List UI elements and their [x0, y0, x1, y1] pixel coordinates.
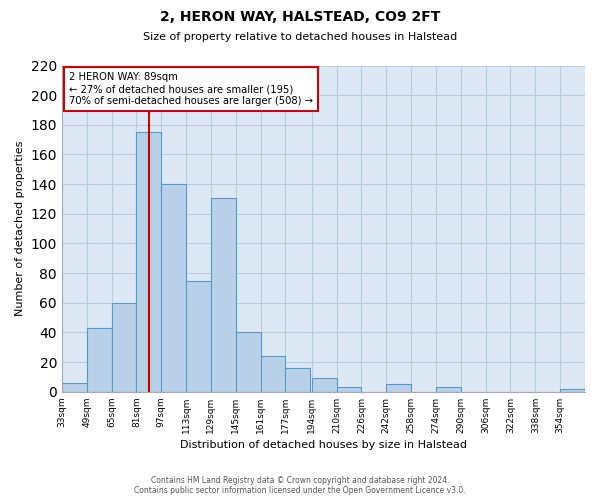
Bar: [337, 388, 361, 392]
Bar: [260, 356, 286, 392]
Text: Size of property relative to detached houses in Halstead: Size of property relative to detached ho…: [143, 32, 457, 42]
Bar: [286, 368, 310, 392]
X-axis label: Distribution of detached houses by size in Halstead: Distribution of detached houses by size …: [180, 440, 467, 450]
Bar: [136, 132, 161, 392]
Bar: [211, 198, 236, 392]
Bar: [62, 383, 87, 392]
Bar: [87, 328, 112, 392]
Bar: [186, 280, 211, 392]
Bar: [161, 184, 186, 392]
Y-axis label: Number of detached properties: Number of detached properties: [15, 141, 25, 316]
Text: Contains HM Land Registry data © Crown copyright and database right 2024.
Contai: Contains HM Land Registry data © Crown c…: [134, 476, 466, 495]
Bar: [112, 303, 136, 392]
Text: 2, HERON WAY, HALSTEAD, CO9 2FT: 2, HERON WAY, HALSTEAD, CO9 2FT: [160, 10, 440, 24]
Bar: [560, 389, 585, 392]
Bar: [236, 332, 260, 392]
Bar: [312, 378, 337, 392]
Bar: [436, 388, 461, 392]
Text: 2 HERON WAY: 89sqm
← 27% of detached houses are smaller (195)
70% of semi-detach: 2 HERON WAY: 89sqm ← 27% of detached hou…: [69, 72, 313, 106]
Bar: [386, 384, 411, 392]
